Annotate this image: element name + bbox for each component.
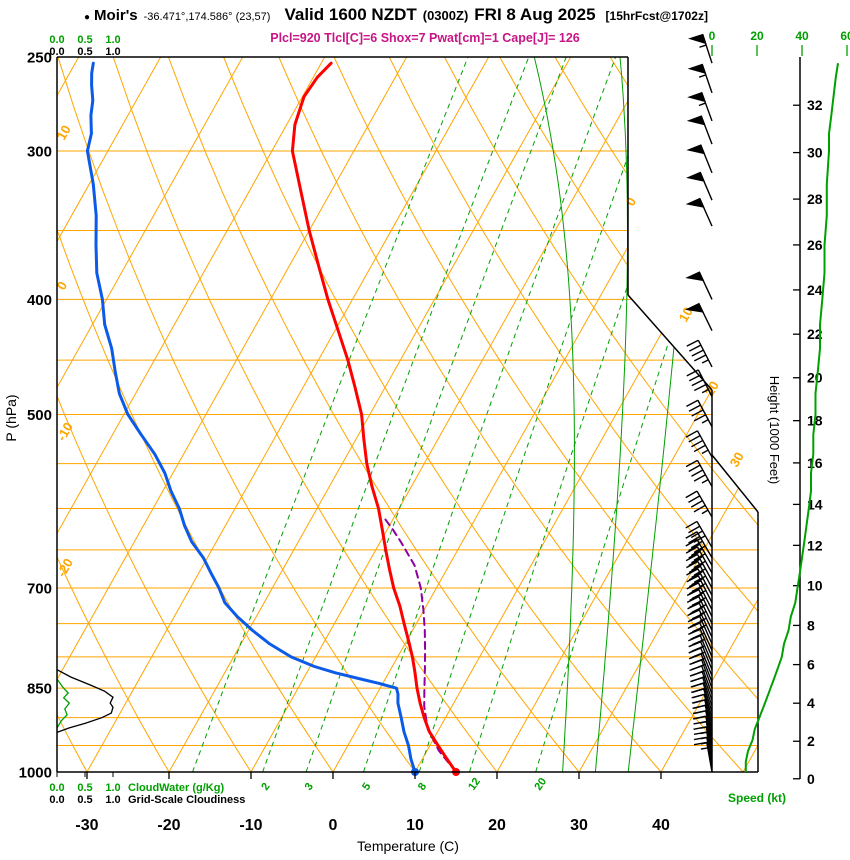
svg-text:20: 20 [532,776,549,793]
svg-text:0.5: 0.5 [77,782,92,794]
svg-text:8: 8 [807,617,815,633]
svg-text:28: 28 [807,191,823,207]
speed-tick-labels: 0 20 40 60 [709,29,850,56]
svg-text:0: 0 [329,817,338,834]
temperature-axis-label: Temperature (C) [357,838,459,854]
svg-text:30: 30 [727,449,747,469]
forecast-tag: [15hrFcst@1702z] [605,9,708,23]
wind-barbs [684,33,713,773]
svg-text:14: 14 [807,496,823,512]
svg-text:10: 10 [406,817,424,834]
svg-text:-30: -30 [75,817,98,834]
svg-text:26: 26 [807,237,823,253]
svg-text:850: 850 [27,681,52,698]
height-axis-label: Height (1000 Feet) [767,376,782,484]
svg-text:250: 250 [27,50,52,67]
cloudwater-profile [56,678,71,729]
valid-date: FRI 8 Aug 2025 [474,5,596,24]
svg-text:1.0: 1.0 [105,34,120,46]
svg-text:2: 2 [807,733,815,749]
svg-text:10: 10 [54,122,74,142]
svg-text:8: 8 [416,781,429,793]
plot-frame [56,56,759,773]
speed-axis-label: Speed (kt) [728,791,786,805]
temperature-curve [290,61,458,774]
pressure-axis-label: P (hPa) [3,394,19,441]
svg-text:30: 30 [807,145,823,161]
svg-text:-20: -20 [157,817,180,834]
svg-text:3: 3 [303,781,316,793]
cloud-scale-top: 0.0 0.5 1.0 0.0 0.5 1.0 [49,34,120,58]
wind-speed-curve [744,63,839,772]
temperature-tick-labels: -30 -20 -10 0 10 20 30 40 [75,772,670,834]
svg-text:0: 0 [709,29,716,43]
svg-text:0.5: 0.5 [77,794,92,806]
svg-text:400: 400 [27,292,52,309]
svg-text:1.0: 1.0 [105,794,120,806]
svg-text:40: 40 [652,817,670,834]
svg-text:20: 20 [488,817,506,834]
station-bullet-icon: ● [84,12,91,23]
cloudwater-axis-label: CloudWater (g/Kg) [128,782,224,794]
svg-text:0: 0 [623,195,640,209]
svg-text:1.0: 1.0 [105,782,120,794]
svg-text:5: 5 [360,781,373,793]
svg-text:16: 16 [807,455,823,471]
svg-text:4: 4 [807,695,815,711]
svg-text:24: 24 [807,282,823,298]
svg-text:2: 2 [259,781,272,793]
svg-text:300: 300 [27,144,52,161]
cloud-scale-bottom: 0.0 0.5 1.0 CloudWater (g/Kg) 0.0 0.5 1.0 Grid-… [49,772,245,806]
svg-text:1000: 1000 [19,765,52,782]
svg-text:22: 22 [807,326,823,342]
svg-text:20: 20 [750,29,764,43]
svg-text:32: 32 [807,97,823,113]
svg-text:0.5: 0.5 [77,34,92,46]
svg-text:60: 60 [840,29,850,43]
svg-text:0.0: 0.0 [49,782,64,794]
svg-text:6: 6 [807,657,815,673]
svg-text:-10: -10 [239,817,262,834]
svg-text:40: 40 [795,29,809,43]
svg-text:20: 20 [807,370,823,386]
title-bar: ● Moir's -36.471°,174.586° (23,57) Valid… [84,5,708,25]
svg-text:10: 10 [807,578,823,594]
svg-text:30: 30 [570,817,588,834]
valid-time-z: (0300Z) [422,8,469,23]
dewpoint-curve [85,61,417,774]
cloudiness-profile [56,669,114,734]
svg-text:12: 12 [807,537,823,553]
stability-indices: Plcl=920 Tlcl[C]=6 Shox=7 Pwat[cm]=1 Cap… [270,31,580,45]
pressure-tick-labels: 250 300 400 500 700 850 1000 [19,50,52,782]
svg-text:0.0: 0.0 [49,794,64,806]
station-name: Moir's [94,7,138,24]
svg-text:500: 500 [27,407,52,424]
svg-text:12: 12 [466,776,483,793]
svg-text:0.0: 0.0 [49,34,64,46]
valid-time: Valid 1600 NZDT [284,5,417,24]
svg-text:0.0: 0.0 [49,46,64,58]
svg-text:700: 700 [27,581,52,598]
station-coords: -36.471°,174.586° (23,57) [143,11,271,23]
svg-text:0.5: 0.5 [77,46,92,58]
cloudiness-axis-label: Grid-Scale Cloudiness [128,794,245,806]
svg-text:0: 0 [54,279,71,293]
svg-text:0: 0 [807,771,815,787]
svg-text:1.0: 1.0 [105,46,120,58]
mixing-ratio-labels: 2 3 5 8 12 20 [259,776,549,793]
